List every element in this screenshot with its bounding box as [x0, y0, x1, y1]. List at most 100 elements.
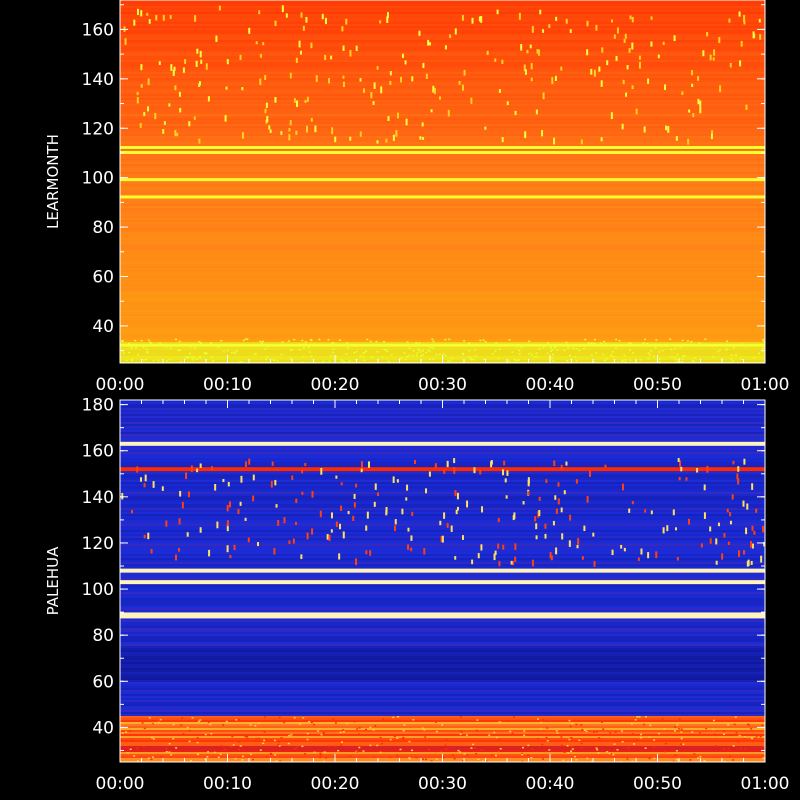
interference-dot	[182, 67, 185, 73]
interference-dot	[446, 460, 449, 468]
interference-dot	[275, 504, 278, 508]
interference-dot	[140, 477, 143, 482]
interference-dot	[353, 502, 356, 508]
interference-dot	[380, 86, 383, 94]
interference-dot	[514, 543, 517, 551]
interference-dot	[311, 528, 314, 535]
interference-dot	[143, 483, 146, 488]
interference-dot	[548, 24, 551, 28]
interference-dot	[226, 59, 229, 65]
emission-band	[120, 580, 765, 585]
interference-dot	[726, 508, 729, 513]
x-tick-label: 01:00	[741, 375, 790, 395]
interference-dot	[555, 508, 558, 514]
interference-dot	[728, 18, 731, 23]
interference-dot	[394, 525, 397, 532]
interference-dot	[751, 483, 754, 490]
interference-dot	[729, 520, 732, 525]
interference-dot	[750, 541, 753, 548]
interference-dot	[428, 42, 431, 46]
spectrogram-image	[120, 0, 765, 363]
x-tick-label: 00:10	[203, 774, 252, 794]
interference-dot	[647, 78, 650, 84]
interference-dot	[154, 112, 157, 120]
interference-dot	[438, 96, 441, 100]
interference-dot	[541, 130, 544, 137]
interference-dot	[549, 552, 552, 559]
interference-dot	[631, 16, 634, 23]
interference-dot	[295, 57, 298, 63]
interference-dot	[625, 92, 628, 97]
interference-dot	[136, 8, 139, 16]
interference-dot	[461, 14, 464, 21]
interference-dot	[349, 136, 352, 141]
interference-dot	[449, 34, 452, 38]
interference-dot	[233, 544, 236, 551]
interference-dot	[226, 524, 229, 532]
interference-dot	[291, 475, 294, 480]
interference-dot	[588, 470, 591, 477]
interference-dot	[259, 53, 262, 58]
interference-dot	[463, 69, 466, 76]
interference-dot	[560, 464, 563, 470]
interference-dot	[743, 550, 746, 555]
interference-dot	[328, 534, 331, 542]
interference-dot	[729, 62, 732, 68]
interference-dot	[385, 138, 388, 143]
interference-dot	[461, 84, 464, 91]
interference-dot	[306, 532, 309, 540]
interference-dot	[198, 138, 201, 144]
interference-dot	[319, 510, 322, 518]
interference-dot	[622, 483, 625, 491]
interference-dot	[347, 510, 350, 515]
interference-dot	[675, 136, 678, 141]
interference-dot	[553, 137, 556, 145]
interference-dot	[537, 510, 540, 518]
interference-dot	[178, 518, 181, 525]
interference-dot	[595, 24, 598, 31]
interference-dot	[401, 53, 404, 58]
interference-dot	[140, 84, 143, 88]
interference-dot	[199, 527, 202, 533]
interference-dot	[314, 125, 317, 133]
interference-dot	[486, 50, 489, 55]
interference-dot	[239, 54, 242, 61]
interference-dot	[144, 474, 147, 482]
interference-dot	[397, 112, 400, 119]
interference-dot	[187, 491, 190, 498]
interference-dot	[196, 48, 199, 54]
interference-dot	[554, 75, 557, 81]
interference-dot	[163, 121, 166, 125]
interference-dot	[544, 533, 547, 539]
interference-dot	[604, 464, 607, 468]
interference-dot	[255, 41, 258, 45]
interference-dot	[555, 16, 558, 21]
interference-dot	[706, 465, 709, 473]
interference-dot	[146, 12, 149, 16]
interference-dot	[512, 515, 515, 521]
interference-dot	[387, 116, 390, 121]
y-tick-label: 120	[82, 534, 114, 554]
interference-dot	[324, 54, 327, 60]
interference-dot	[229, 501, 232, 508]
interference-dot	[367, 461, 370, 468]
interference-dot	[737, 466, 740, 472]
interference-dot	[335, 521, 338, 527]
x-tick-label: 00:30	[418, 774, 467, 794]
interference-dot	[345, 18, 348, 25]
interference-dot	[326, 534, 329, 540]
interference-dot	[407, 544, 410, 550]
interference-dot	[531, 559, 534, 567]
spectrogram-image	[120, 400, 765, 762]
interference-dot	[270, 480, 273, 488]
interference-dot	[301, 469, 304, 474]
interference-dot	[691, 83, 694, 88]
interference-dot	[301, 491, 304, 495]
interference-dot	[692, 113, 695, 118]
interference-dot	[428, 471, 431, 477]
interference-dot	[751, 543, 754, 549]
interference-dot	[456, 506, 459, 511]
interference-dot	[289, 120, 292, 126]
interference-dot	[226, 504, 229, 512]
interference-dot	[411, 76, 414, 82]
